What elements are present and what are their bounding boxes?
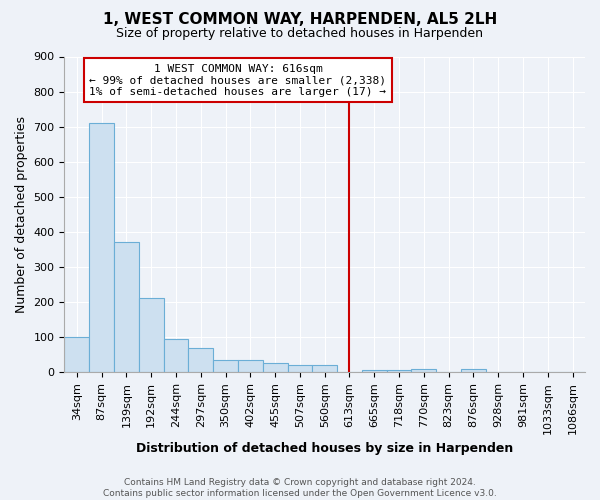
Bar [461,368,486,372]
Bar [362,370,386,372]
Text: 1, WEST COMMON WAY, HARPENDEN, AL5 2LH: 1, WEST COMMON WAY, HARPENDEN, AL5 2LH [103,12,497,28]
Text: Size of property relative to detached houses in Harpenden: Size of property relative to detached ho… [116,28,484,40]
Y-axis label: Number of detached properties: Number of detached properties [15,116,28,313]
X-axis label: Distribution of detached houses by size in Harpenden: Distribution of detached houses by size … [136,442,514,455]
Bar [213,360,238,372]
Bar [114,242,139,372]
Bar [64,337,89,372]
Text: Contains HM Land Registry data © Crown copyright and database right 2024.
Contai: Contains HM Land Registry data © Crown c… [103,478,497,498]
Bar [164,339,188,372]
Bar [287,365,313,372]
Bar [89,123,114,372]
Text: 1 WEST COMMON WAY: 616sqm
← 99% of detached houses are smaller (2,338)
1% of sem: 1 WEST COMMON WAY: 616sqm ← 99% of detac… [89,64,386,96]
Bar [188,348,213,372]
Bar [139,298,164,372]
Bar [263,364,287,372]
Bar [238,360,263,372]
Bar [386,370,412,372]
Bar [313,365,337,372]
Bar [412,368,436,372]
